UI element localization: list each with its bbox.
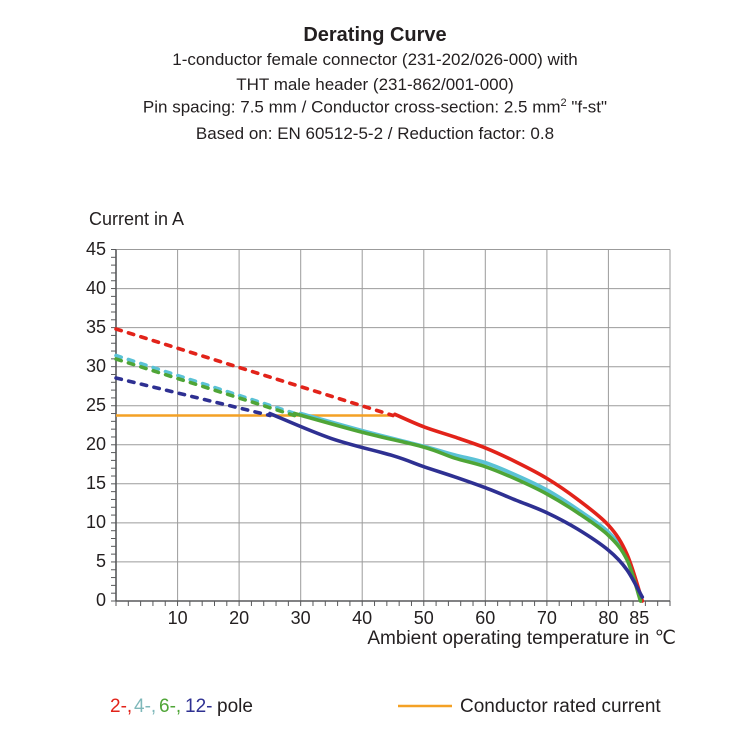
svg-text:Current in A: Current in A [89,209,184,229]
svg-text:15: 15 [86,473,106,493]
svg-text:40: 40 [352,608,372,628]
svg-text:10: 10 [86,512,106,532]
svg-text:80: 80 [598,608,618,628]
svg-text:60: 60 [475,608,495,628]
svg-text:4-,: 4-, [134,696,156,717]
svg-text:20: 20 [86,434,106,454]
svg-text:25: 25 [86,395,106,415]
svg-text:0: 0 [96,590,106,610]
svg-text:pole: pole [217,696,253,717]
svg-text:30: 30 [86,356,106,376]
svg-text:10: 10 [168,608,188,628]
svg-text:50: 50 [414,608,434,628]
svg-text:45: 45 [86,239,106,259]
svg-text:2-,: 2-, [110,696,132,717]
svg-text:85: 85 [629,608,649,628]
svg-text:20: 20 [229,608,249,628]
svg-text:Ambient operating temperature: Ambient operating temperature in ℃ [367,628,676,649]
svg-text:5: 5 [96,551,106,571]
svg-text:35: 35 [86,317,106,337]
svg-text:30: 30 [291,608,311,628]
svg-text:6-,: 6-, [159,696,181,717]
svg-text:Conductor rated current: Conductor rated current [460,696,661,717]
svg-text:40: 40 [86,278,106,298]
svg-text:70: 70 [537,608,557,628]
svg-text:12-: 12- [185,696,212,717]
